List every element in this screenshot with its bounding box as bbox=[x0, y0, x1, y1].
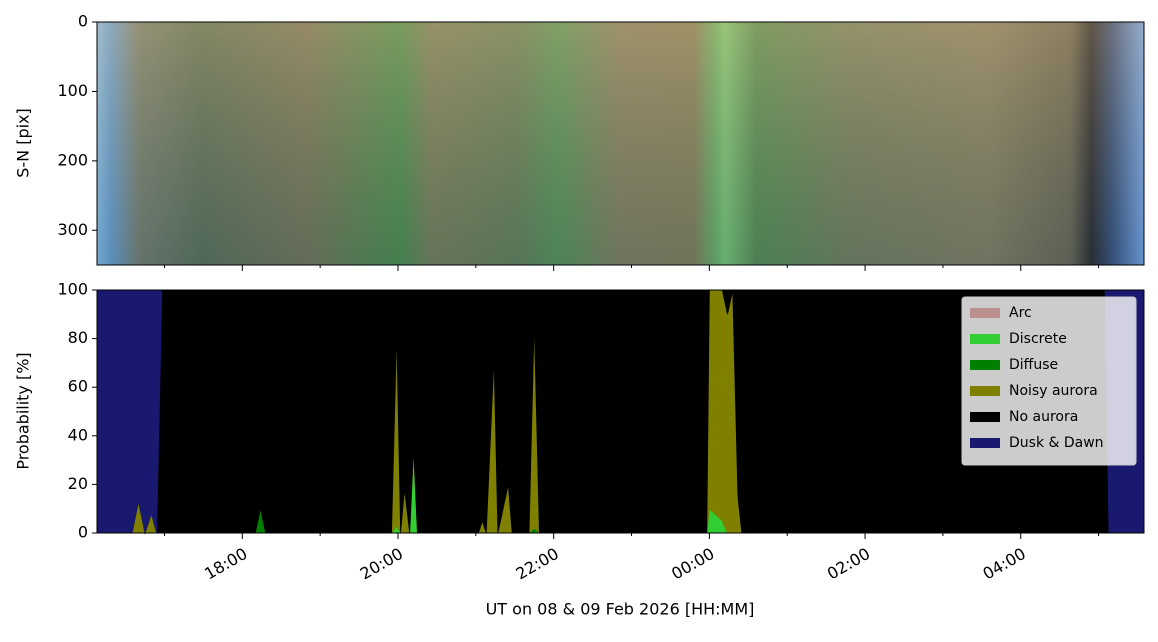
legend-swatch bbox=[970, 438, 1000, 448]
legend-swatch bbox=[970, 386, 1000, 396]
x-tick-label: 04:00 bbox=[980, 544, 1029, 584]
legend-label: Discrete bbox=[1009, 331, 1067, 347]
y-tick-label: 20 bbox=[68, 474, 88, 493]
x-tick-label: 18:00 bbox=[201, 544, 250, 584]
legend-label: Dusk & Dawn bbox=[1009, 435, 1104, 451]
y-tick-label: 100 bbox=[57, 81, 88, 100]
y-axis-label: S-N [pix] bbox=[14, 108, 33, 178]
x-tick-label: 00:00 bbox=[668, 544, 717, 584]
y-tick-label: 60 bbox=[68, 377, 88, 396]
legend-swatch bbox=[970, 308, 1000, 318]
legend-label: No aurora bbox=[1009, 409, 1078, 425]
legend-label: Arc bbox=[1009, 305, 1032, 321]
y-tick-label: 80 bbox=[68, 328, 88, 347]
y-tick-label: 0 bbox=[78, 12, 88, 31]
y-tick-label: 0 bbox=[78, 523, 88, 542]
x-tick-label: 20:00 bbox=[357, 544, 406, 584]
legend-swatch bbox=[970, 360, 1000, 370]
legend-label: Diffuse bbox=[1009, 357, 1058, 373]
legend-swatch bbox=[970, 412, 1000, 422]
y-tick-label: 300 bbox=[57, 220, 88, 239]
legend: Arc Discrete Diffuse Noisy aurora No aurora D… bbox=[961, 296, 1137, 466]
axes-frame bbox=[96, 289, 1145, 534]
y-tick-label: 40 bbox=[68, 425, 88, 444]
legend-swatch bbox=[970, 334, 1000, 344]
legend-label: Noisy aurora bbox=[1009, 383, 1098, 399]
legend-box bbox=[961, 296, 1137, 466]
y-tick-label: 200 bbox=[57, 150, 88, 169]
axes-frame bbox=[96, 21, 1145, 266]
x-tick-label: 22:00 bbox=[513, 544, 562, 584]
y-tick-label: 100 bbox=[57, 280, 88, 299]
y-axis-label: Probability [%] bbox=[14, 352, 33, 469]
x-axis-label: UT on 08 & 09 Feb 2026 [HH:MM] bbox=[486, 600, 755, 619]
x-tick-label: 02:00 bbox=[824, 544, 873, 584]
keogram-shade bbox=[97, 22, 1144, 265]
